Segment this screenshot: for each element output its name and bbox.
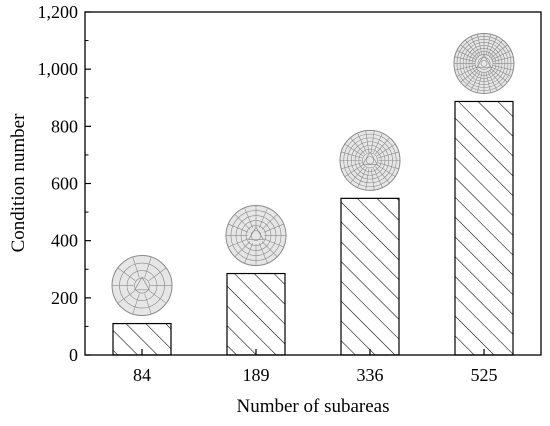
x-axis-title: Number of subareas [236, 396, 389, 417]
circular-mesh-icon [339, 129, 401, 191]
y-tick-label: 600 [51, 174, 78, 194]
mesh-insets [111, 32, 515, 317]
y-tick-label: 200 [51, 288, 78, 308]
x-tick-label: 336 [357, 365, 384, 385]
x-tick-label: 84 [133, 365, 151, 385]
y-tick-label: 0 [69, 345, 78, 365]
y-tick-label: 1,200 [38, 2, 79, 22]
y-axis-title: Condition number [8, 113, 29, 252]
x-tick-label: 189 [243, 365, 270, 385]
circular-mesh-icon [453, 32, 515, 94]
bar-189 [226, 272, 286, 356]
bar-525 [454, 100, 514, 356]
bars-layer [112, 100, 514, 356]
circular-mesh-icon [225, 205, 287, 267]
y-tick-label: 800 [51, 116, 78, 136]
axis-ticks: 0 200 400 600 800 1,000 1,200 84 189 336 525 [38, 2, 498, 385]
bar-336 [340, 197, 400, 356]
circular-mesh-icon [111, 255, 173, 317]
y-tick-label: 1,000 [38, 59, 79, 79]
x-tick-label: 525 [471, 365, 498, 385]
y-tick-label: 400 [51, 231, 78, 251]
